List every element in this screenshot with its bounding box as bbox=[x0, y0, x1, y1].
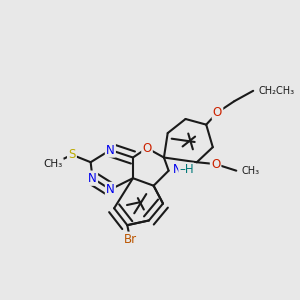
Text: S: S bbox=[68, 148, 76, 161]
Text: –H: –H bbox=[179, 163, 194, 176]
Text: N: N bbox=[88, 172, 97, 185]
Text: S: S bbox=[68, 148, 76, 161]
Text: CH₂CH₃: CH₂CH₃ bbox=[259, 86, 295, 96]
Text: CH₃: CH₃ bbox=[44, 159, 63, 169]
Text: Br: Br bbox=[124, 233, 137, 246]
Text: N: N bbox=[106, 143, 115, 157]
Text: O: O bbox=[213, 106, 222, 119]
Text: N: N bbox=[106, 183, 115, 196]
Text: S: S bbox=[44, 158, 51, 171]
Text: CH₃: CH₃ bbox=[242, 166, 260, 176]
Text: O: O bbox=[211, 158, 220, 171]
Text: N: N bbox=[172, 163, 181, 176]
Text: O: O bbox=[142, 142, 152, 154]
